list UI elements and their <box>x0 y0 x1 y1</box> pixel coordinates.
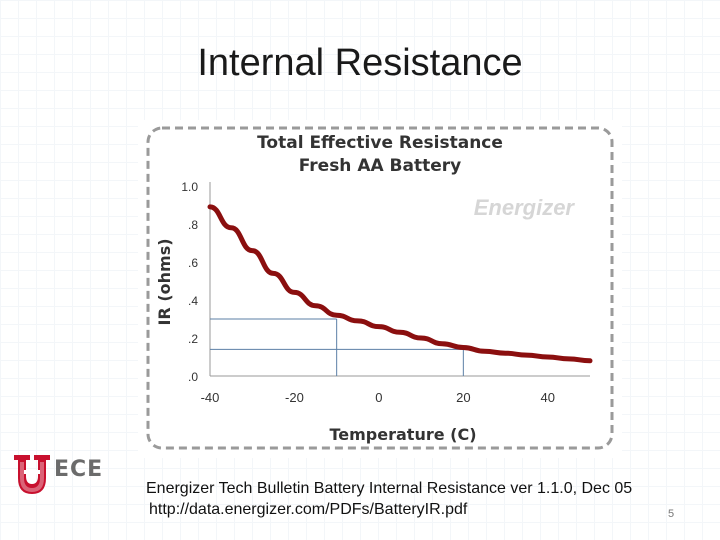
y-tick-label: .8 <box>188 218 198 232</box>
source-title: Energizer Tech Bulletin Battery Internal… <box>146 480 633 497</box>
x-tick-label: -20 <box>285 390 304 405</box>
x-tick-label: 0 <box>375 390 382 405</box>
chart-subtitle: Fresh AA Battery <box>299 156 462 176</box>
page-number: 5 <box>668 508 675 520</box>
y-tick-label: .0 <box>188 370 198 384</box>
x-tick-label: 20 <box>456 390 470 405</box>
y-tick-label: .6 <box>188 256 198 270</box>
chart-border <box>146 126 614 450</box>
resistance-chart: Total Effective Resistance Fresh AA Batt… <box>146 126 614 450</box>
university-logo: ECE <box>14 455 103 494</box>
x-tick-label: 40 <box>541 390 555 405</box>
brand-watermark: Energizer <box>474 195 576 220</box>
slide-title: Internal Resistance <box>197 42 523 84</box>
source-url[interactable]: http://data.energizer.com/PDFs/BatteryIR… <box>149 501 468 518</box>
y-axis-label: IR (ohms) <box>155 238 174 325</box>
chart-panel: Total Effective Resistance Fresh AA Batt… <box>138 120 622 458</box>
source-caption: Energizer Tech Bulletin Battery Internal… <box>146 478 632 520</box>
x-axis-label: Temperature (C) <box>329 425 476 444</box>
y-tick-label: .4 <box>188 294 198 308</box>
y-tick-label: 1.0 <box>181 180 198 194</box>
x-tick-label: -40 <box>201 390 220 405</box>
logo-text: ECE <box>54 457 103 482</box>
chart-title: Total Effective Resistance <box>257 133 503 153</box>
y-tick-label: .2 <box>188 332 198 346</box>
